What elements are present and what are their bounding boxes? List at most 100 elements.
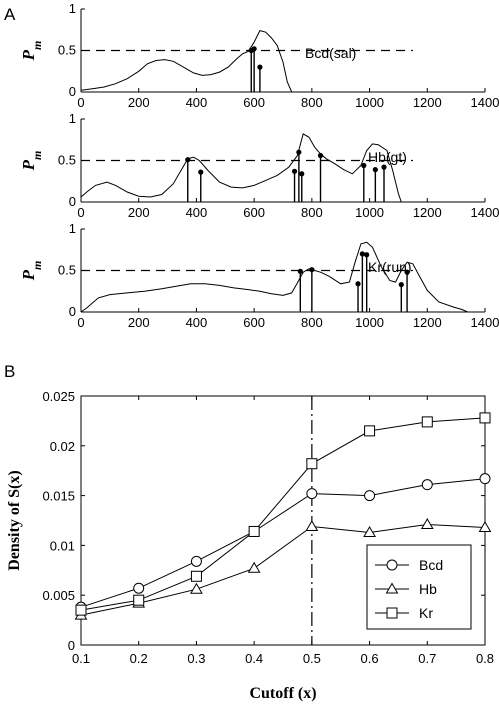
y-axis-label: Pm	[19, 261, 44, 282]
data-point-square	[479, 412, 491, 424]
y-tick-label: 0	[69, 304, 76, 319]
x-tick-label: 1400	[471, 205, 499, 220]
y-tick-label: 1	[69, 111, 76, 126]
legend-label: Hb	[419, 581, 437, 597]
data-point-circle	[421, 479, 433, 491]
y-tick-label: 0.5	[58, 43, 76, 58]
y-tick-label: 0	[69, 84, 76, 99]
x-tick-label: 1400	[471, 315, 499, 330]
x-tick-label: 600	[243, 315, 265, 330]
panel-b-letter: B	[4, 362, 15, 381]
y-axis-label: Pm	[19, 41, 44, 62]
y-axis-label-main: P	[19, 159, 38, 171]
data-point-square	[364, 425, 376, 437]
x-tick-label: 400	[186, 315, 208, 330]
stem-dot	[198, 169, 204, 175]
stem-dot	[361, 162, 367, 169]
legend-box	[366, 544, 472, 630]
x-tick-label: 1200	[413, 205, 442, 220]
x-tick-label: 0	[77, 205, 84, 220]
stem-dot	[372, 167, 378, 173]
gene-annotation: Kr(run)	[368, 259, 412, 275]
legend-marker-square	[386, 607, 398, 619]
x-tick-label: 0.5	[303, 651, 321, 666]
x-tick-label: 1400	[471, 95, 499, 110]
y-axis-label-subscript: m	[30, 151, 44, 160]
x-tick-label: 600	[243, 205, 265, 220]
series-kr	[75, 412, 491, 616]
stem-dot	[398, 282, 404, 288]
profile-curve	[80, 30, 293, 93]
legend: Bcd Hb Kr	[366, 544, 472, 630]
data-point-circle	[364, 490, 376, 502]
y-axis-label: Density of S(x)	[6, 470, 23, 570]
stem-dot	[251, 46, 257, 52]
stem-dot	[257, 64, 263, 70]
y-axis-label-subscript: m	[30, 261, 44, 270]
stem-dot	[355, 281, 361, 287]
stem-dot	[185, 157, 191, 163]
data-point-triangle	[190, 582, 203, 594]
x-tick-label: 800	[301, 315, 323, 330]
x-tick-label: 600	[243, 95, 265, 110]
x-tick-label: 1200	[413, 95, 442, 110]
x-tick-label: 0.2	[130, 651, 148, 666]
data-point-circle	[306, 488, 318, 500]
data-point-triangle	[247, 561, 261, 573]
x-tick-label: 0.1	[72, 651, 90, 666]
stem-dot	[309, 267, 315, 273]
stem-dot	[299, 171, 305, 177]
x-tick-label: 1000	[355, 95, 384, 110]
y-axis-label-main: P	[19, 49, 38, 61]
data-point-circle	[479, 473, 491, 485]
x-tick-label: 0	[77, 315, 84, 330]
y-tick-label: 0	[68, 638, 75, 653]
x-tick-label: 1000	[355, 205, 384, 220]
stem-dot	[381, 164, 387, 170]
y-tick-label: 0	[69, 194, 76, 209]
series-line	[80, 478, 486, 608]
y-tick-label: 0.5	[58, 263, 76, 278]
stem-dot	[364, 252, 370, 258]
y-tick-label: 0.5	[58, 153, 76, 168]
x-tick-label: 0.4	[245, 651, 263, 666]
data-point-square	[190, 570, 202, 582]
profile-plot-1: 0 200 400 600 800 1000 1200 1400 0 0.5 1 Pm Bcd(sal)	[19, 1, 499, 110]
gene-annotation: Hb(gt)	[368, 149, 407, 165]
x-tick-label: 1000	[355, 315, 384, 330]
data-point-circle	[133, 582, 145, 594]
data-point-triangle	[363, 525, 376, 537]
y-tick-label: 0.025	[42, 389, 75, 404]
data-point-square	[133, 594, 145, 606]
stem-dot	[296, 149, 302, 155]
y-tick-label: 0.01	[50, 538, 75, 553]
y-tick-label: 0.02	[50, 439, 75, 454]
stem-dot	[291, 168, 298, 174]
x-tick-label: 0	[77, 95, 84, 110]
y-tick-label: 0.015	[42, 489, 75, 504]
x-tick-label: 800	[301, 205, 323, 220]
profile-plot-3: 0 200 400 600 800 1000 1200 1400 0 0.5 1 Pm Kr(run)	[19, 221, 499, 330]
series-line	[80, 417, 486, 611]
stem-dot	[359, 251, 365, 257]
x-tick-label: 200	[128, 315, 150, 330]
data-point-square	[306, 458, 318, 470]
legend-label: Bcd	[419, 557, 443, 573]
profile-plot-2: 0 200 400 600 800 1000 1200 1400 0 0.5 1 Pm Hb(gt)	[19, 111, 499, 220]
legend-marker-circle	[386, 559, 398, 571]
y-axis-label-main: P	[19, 269, 38, 281]
gene-annotation: Bcd(sal)	[305, 45, 356, 61]
data-point-circle	[190, 555, 202, 567]
y-tick-label: 0.005	[42, 588, 75, 603]
x-tick-label: 0.8	[476, 651, 494, 666]
x-tick-label: 0.7	[418, 651, 436, 666]
data-point-square	[248, 525, 260, 537]
stem-dot	[404, 269, 410, 275]
stem-dot	[297, 268, 303, 274]
profile-curve	[80, 133, 402, 203]
data-point-triangle	[478, 520, 492, 532]
density-chart: 0.1 0.2 0.3 0.4 0.5 0.6 0.7 0.8 0 0.005 0.01 0.015 0…	[6, 389, 494, 702]
panel-a-letter: A	[4, 5, 16, 24]
data-point-square	[75, 604, 87, 616]
